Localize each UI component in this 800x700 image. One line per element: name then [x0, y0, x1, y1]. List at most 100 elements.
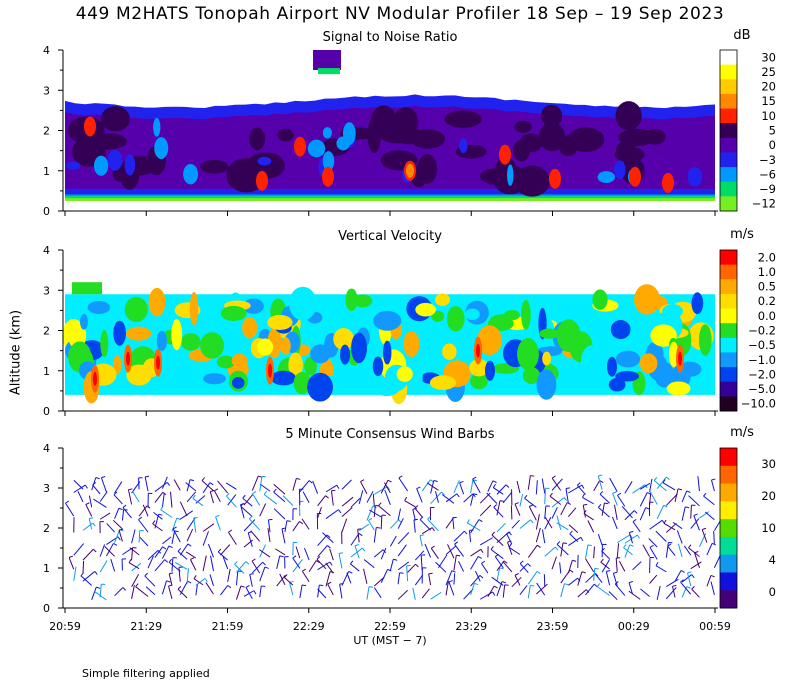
wind-barb: [468, 530, 472, 542]
velocity-cell: [435, 293, 451, 307]
velocity-cell: [431, 310, 445, 322]
wind-barb: [601, 502, 605, 516]
colorbar-swatch: [720, 93, 737, 110]
colorbar-swatch: [720, 108, 737, 124]
wind-barb: [77, 491, 84, 503]
wind-barb: [161, 545, 170, 559]
wind-barb: [710, 581, 715, 596]
wind-barb-flag: [362, 547, 366, 552]
wind-barb-flag: [245, 585, 250, 588]
wind-barb-flag: [680, 570, 685, 573]
wind-barb-flag: [152, 520, 156, 525]
y-tick-label: 0: [43, 602, 50, 615]
wind-barb-flag: [387, 486, 390, 491]
wind-barb: [373, 587, 382, 599]
wind-barb-flag: [478, 519, 483, 523]
wind-barb: [301, 518, 310, 530]
wind-barb: [252, 493, 261, 506]
wind-barb: [613, 504, 618, 520]
colorbar-swatch: [720, 337, 737, 353]
wind-barb: [373, 549, 384, 558]
wind-barb-flag: [226, 493, 230, 497]
wind-barb: [656, 505, 665, 520]
wind-barb: [577, 589, 587, 598]
colorbar-swatch: [720, 181, 737, 197]
wind-barb: [93, 498, 107, 508]
wind-barb: [242, 497, 253, 507]
wind-barb: [273, 483, 286, 495]
wind-barb: [414, 550, 425, 561]
wind-barb: [585, 572, 596, 583]
snr-top-blob: [318, 68, 340, 75]
snr-blob: [393, 128, 427, 145]
wind-barb: [193, 518, 197, 533]
colorbar-label: 5: [769, 124, 776, 138]
wind-barb: [493, 506, 504, 518]
wind-barb: [162, 536, 172, 545]
wind-barb: [99, 512, 111, 520]
wind-barb-flag: [177, 548, 182, 552]
wind-barb: [430, 480, 435, 494]
wind-barb: [380, 479, 389, 494]
wind-barb: [459, 482, 465, 495]
wind-barb: [325, 509, 339, 519]
wind-barb: [479, 591, 493, 600]
wind-barb: [299, 480, 310, 493]
wind-barb-flag: [632, 518, 637, 523]
wind-barb: [168, 561, 181, 572]
snr-panel-title: Signal to Noise Ratio: [322, 30, 458, 45]
wind-barb: [193, 578, 204, 586]
snr-blob: [183, 163, 199, 185]
wind-barb: [506, 533, 513, 545]
wind-barb-flag: [327, 581, 332, 585]
wind-barb-flag: [433, 480, 438, 482]
wind-barb-flag: [686, 490, 691, 493]
wind-barb: [615, 558, 618, 572]
velocity-cell: [382, 340, 392, 365]
wind-barb: [384, 489, 391, 505]
wind-barb: [329, 548, 334, 561]
wind-barb-flag: [240, 585, 245, 588]
velocity-cell: [307, 372, 333, 402]
wind-barb: [131, 584, 135, 599]
wind-barb: [559, 562, 562, 574]
velocity-cell: [267, 314, 293, 330]
wind-barb-flag: [711, 542, 717, 546]
wind-barb: [496, 522, 506, 533]
wind-barb: [687, 572, 692, 587]
wind-barb: [154, 491, 164, 503]
wind-barb-flag: [338, 509, 342, 514]
wind-barb: [551, 507, 558, 519]
wind-barb: [448, 581, 455, 596]
wind-barb-flag: [493, 504, 497, 508]
wind-barb-flag: [240, 502, 244, 507]
colorbar-label: 30: [761, 457, 776, 471]
wind-barb-flag: [597, 504, 602, 508]
wind-barb: [567, 507, 577, 518]
wind-barb: [202, 555, 207, 572]
y-tick-label: 4: [43, 44, 50, 57]
y-tick-label: 3: [43, 284, 50, 297]
velocity-cell: [470, 373, 488, 390]
wind-barb-flag: [416, 486, 421, 490]
wind-barb-flag: [299, 521, 303, 525]
velocity-cell: [257, 338, 274, 356]
velocity-cell: [288, 352, 303, 378]
wind-barb-flag: [92, 482, 97, 486]
colorbar-swatch: [720, 293, 737, 310]
colorbar-label: 0.5: [758, 280, 776, 294]
wind-barb: [583, 513, 594, 521]
main-title: 449 M2HATS Tonopah Airport NV Modular Pr…: [75, 4, 725, 24]
velocity-cell: [410, 360, 423, 394]
wind-barb: [421, 479, 431, 492]
wind-barb-flag: [284, 574, 288, 578]
wind-barb-flag: [569, 569, 574, 573]
wind-barb-flag: [128, 558, 132, 563]
wind-barb: [535, 583, 548, 595]
wind-barb: [129, 547, 140, 556]
wind-barb: [674, 488, 679, 502]
wind-barb-flag: [456, 493, 460, 498]
wind-barb: [519, 519, 531, 529]
wind-barb-flag: [217, 548, 222, 553]
y-tick-label: 2: [43, 125, 50, 138]
